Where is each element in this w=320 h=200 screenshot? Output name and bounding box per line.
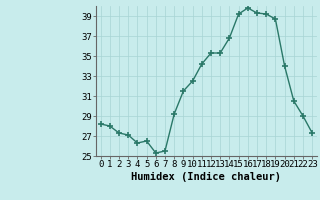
X-axis label: Humidex (Indice chaleur): Humidex (Indice chaleur): [132, 172, 281, 182]
